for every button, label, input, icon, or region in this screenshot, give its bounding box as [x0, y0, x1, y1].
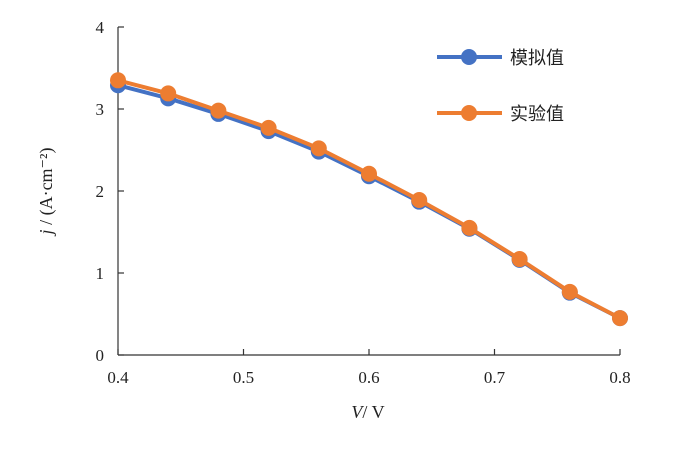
legend-marker	[461, 105, 477, 121]
legend-label: 模拟值	[510, 48, 564, 69]
x-tick-label: 0.6	[358, 368, 379, 387]
legend-marker	[461, 49, 477, 65]
data-point	[210, 102, 227, 119]
axes: 0.4 0.5 0.6 0.7 0.8 0 1 2 3 4	[96, 18, 631, 387]
data-point	[561, 283, 578, 300]
data-point	[411, 192, 428, 209]
data-point	[511, 251, 528, 268]
data-point	[612, 310, 628, 327]
data-point	[160, 85, 177, 102]
data-point	[310, 140, 327, 157]
x-tick-label: 0.4	[107, 368, 129, 387]
data-point	[110, 72, 126, 89]
y-tick-label: 0	[96, 346, 105, 365]
data-point	[461, 219, 478, 236]
x-tick-label: 0.8	[609, 368, 630, 387]
series-layer	[110, 72, 628, 327]
y-tick-label: 1	[96, 264, 105, 283]
legend-label: 实验值	[510, 104, 564, 125]
data-point	[361, 165, 377, 182]
x-tick-label: 0.5	[233, 368, 254, 387]
data-point	[260, 119, 277, 136]
x-axis-label: V/ V	[351, 402, 384, 422]
y-tick-label: 2	[96, 182, 105, 201]
y-axis-label: j / (A·cm⁻²)	[36, 148, 57, 237]
y-tick-label: 3	[96, 100, 105, 119]
x-tick-label: 0.7	[484, 368, 506, 387]
y-tick-label: 4	[96, 18, 105, 37]
